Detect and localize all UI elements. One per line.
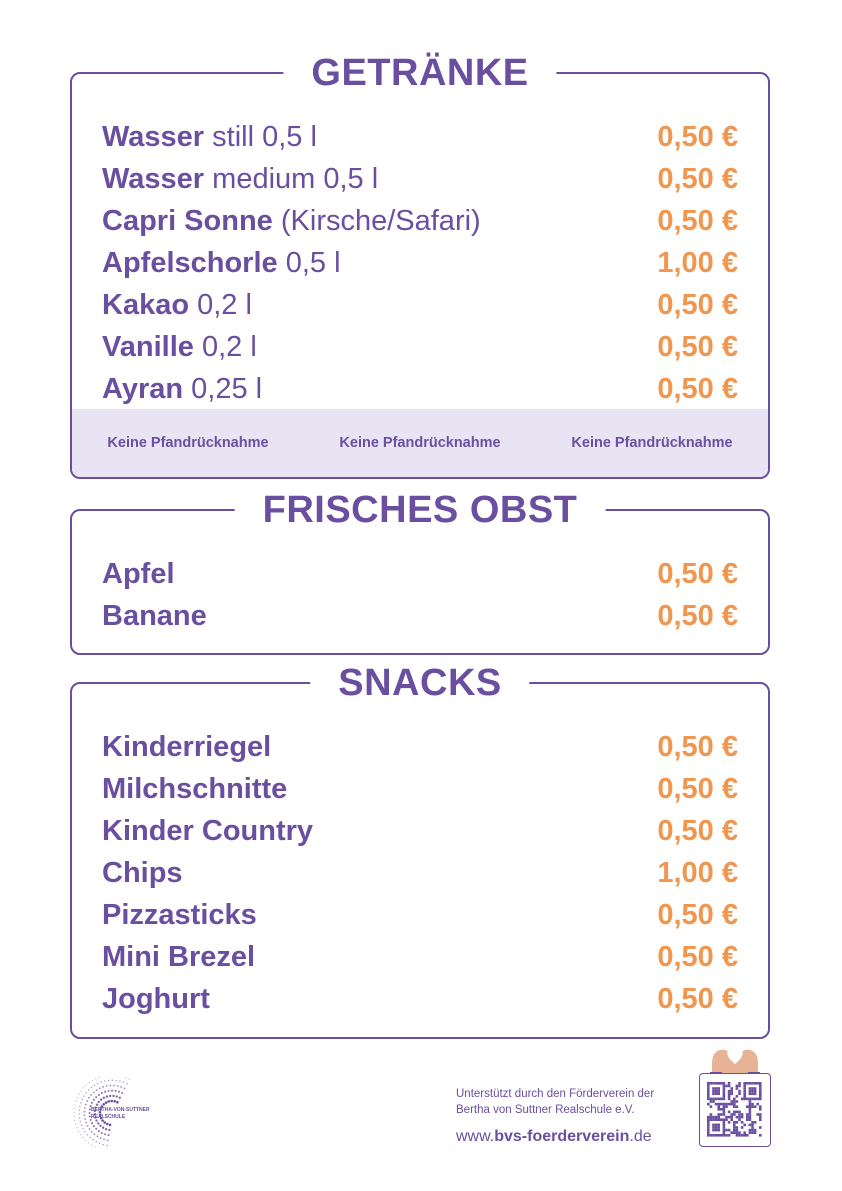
item-price: 0,50 € [657,731,738,763]
notice-no-deposit: Keine Pfandrücknahme [107,435,269,451]
footer-support: Unterstützt durch den Förderverein der B… [456,1086,654,1146]
support-line-1: Unterstützt durch den Förderverein der [456,1088,655,1100]
menu-row: Apfel 0,50 € [102,553,738,595]
item-detail: 0,25 l [183,373,263,405]
section-title-obst: FRISCHES OBST [234,485,606,535]
menu-row: Kinderriegel 0,50 € [102,726,738,768]
menu-row: Wasser medium 0,5 l 0,50 € [102,158,738,200]
menu-row: Chips 1,00 € [102,852,738,894]
menu-row: Banane 0,50 € [102,595,738,637]
item-name: Wasser [102,163,205,195]
notice-no-deposit: Keine Pfandrücknahme [571,435,733,451]
item-price: 0,50 € [657,600,738,632]
item-price: 0,50 € [657,205,738,237]
item-price: 0,50 € [657,121,738,153]
item-name: Pizzasticks [102,899,257,931]
qr-code[interactable] [699,1073,771,1147]
item-price: 0,50 € [657,899,738,931]
item-price: 0,50 € [657,983,738,1015]
section-snacks: SNACKS Kinderriegel 0,50 € Milchschnitte… [70,658,770,1039]
item-name: Wasser [102,121,205,153]
menu-row: Milchschnitte 0,50 € [102,768,738,810]
menu-row: Wasser still 0,5 l 0,50 € [102,116,738,158]
item-name: Kakao [102,289,190,321]
item-name: Chips [102,857,183,889]
item-name: Kinder Country [102,815,314,847]
menu-row: Ayran 0,25 l 0,50 € [102,368,738,410]
item-price: 0,50 € [657,941,738,973]
item-price: 1,00 € [657,247,738,279]
notice-no-deposit: Keine Pfandrücknahme [339,435,501,451]
menu-row: Joghurt 0,50 € [102,978,738,1020]
section-title-snacks: SNACKS [310,658,530,708]
school-logo: BERTHA-VON-SUTTNER REALSCHULE [70,1075,160,1150]
menu-row: Capri Sonne (Kirsche/Safari) 0,50 € [102,200,738,242]
item-price: 1,00 € [657,857,738,889]
item-price: 0,50 € [657,163,738,195]
item-detail: medium 0,5 l [204,163,379,195]
menu-row: Mini Brezel 0,50 € [102,936,738,978]
section-obst: FRISCHES OBST Apfel 0,50 € Banane 0,50 € [70,485,770,655]
menu-row: Apfelschorle 0,5 l 1,00 € [102,242,738,284]
item-name: Apfel [102,558,175,590]
notice-bar: Keine Pfandrücknahme Keine Pfandrücknahm… [72,409,768,477]
menu-row: Kinder Country 0,50 € [102,810,738,852]
item-price: 0,50 € [657,773,738,805]
item-price: 0,50 € [657,331,738,363]
menu-row: Vanille 0,2 l 0,50 € [102,326,738,368]
item-detail: 0,5 l [277,247,341,279]
item-price: 0,50 € [657,558,738,590]
website-prefix: www. [456,1128,495,1145]
website-suffix: .de [629,1128,652,1145]
item-name: Capri Sonne [102,205,273,237]
item-name: Mini Brezel [102,941,256,973]
item-detail: 0,2 l [189,289,252,321]
item-name: Ayran [102,373,184,405]
item-name: Vanille [102,331,194,363]
section-getraenke: GETRÄNKE Wasser still 0,5 l 0,50 € Wasse… [70,48,770,479]
school-logo-dots-icon: BERTHA-VON-SUTTNER REALSCHULE [73,1076,150,1148]
item-name: Joghurt [102,983,210,1015]
item-name: Apfelschorle [102,247,278,279]
qr-code-icon [707,1082,762,1137]
item-name: Kinderriegel [102,731,272,763]
website-domain: bvs-foerderverein [494,1128,630,1145]
section-title-getraenke: GETRÄNKE [283,48,557,98]
menu-row: Pizzasticks 0,50 € [102,894,738,936]
item-name: Milchschnitte [102,773,288,805]
item-detail: (Kirsche/Safari) [272,205,481,237]
item-price: 0,50 € [657,373,738,405]
logo-text-line2: REALSCHULE [91,1114,126,1120]
item-name: Banane [102,600,207,632]
item-detail: still 0,5 l [204,121,317,153]
menu-row: Kakao 0,2 l 0,50 € [102,284,738,326]
support-line-2: Bertha von Suttner Realschule e.V. [456,1104,635,1116]
item-price: 0,50 € [657,815,738,847]
item-price: 0,50 € [657,289,738,321]
item-detail: 0,2 l [193,331,257,363]
logo-text-line1: BERTHA-VON-SUTTNER [91,1107,150,1113]
website-link[interactable]: www.bvs-foerderverein.de [456,1128,654,1146]
